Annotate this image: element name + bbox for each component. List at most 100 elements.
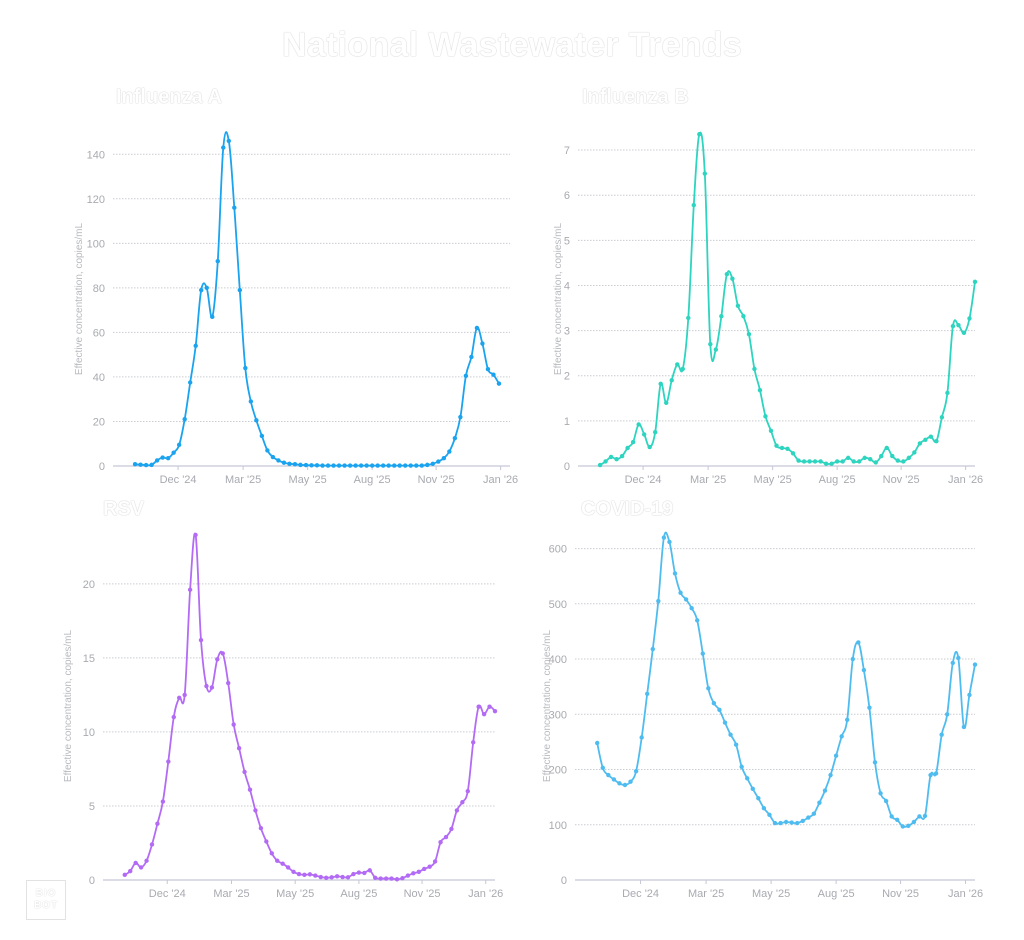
- data-point[interactable]: [789, 820, 794, 825]
- data-point[interactable]: [746, 332, 752, 337]
- data-point[interactable]: [336, 463, 342, 468]
- data-point[interactable]: [658, 381, 663, 387]
- data-point[interactable]: [392, 463, 397, 468]
- data-point[interactable]: [700, 651, 705, 656]
- data-point[interactable]: [873, 460, 878, 465]
- data-point[interactable]: [600, 765, 605, 771]
- data-point[interactable]: [237, 287, 243, 293]
- data-point[interactable]: [772, 820, 778, 826]
- data-point[interactable]: [761, 805, 767, 811]
- data-point[interactable]: [739, 764, 744, 769]
- data-point[interactable]: [628, 779, 633, 784]
- data-point[interactable]: [884, 445, 889, 451]
- data-point[interactable]: [226, 680, 231, 686]
- data-point[interactable]: [906, 823, 911, 829]
- data-point[interactable]: [143, 462, 149, 468]
- data-point[interactable]: [264, 839, 269, 844]
- data-point[interactable]: [728, 732, 733, 737]
- data-point[interactable]: [394, 877, 400, 882]
- data-point[interactable]: [636, 422, 641, 427]
- data-point[interactable]: [209, 685, 215, 690]
- data-point[interactable]: [950, 323, 956, 329]
- data-point[interactable]: [595, 740, 600, 746]
- data-point[interactable]: [879, 453, 884, 459]
- data-point[interactable]: [619, 453, 625, 459]
- data-point[interactable]: [187, 587, 193, 592]
- data-point[interactable]: [790, 451, 796, 456]
- data-point[interactable]: [939, 732, 944, 737]
- data-point[interactable]: [133, 860, 138, 866]
- data-point[interactable]: [912, 450, 917, 455]
- data-point[interactable]: [889, 814, 894, 819]
- data-point[interactable]: [474, 325, 480, 331]
- data-point[interactable]: [452, 435, 458, 441]
- data-point[interactable]: [307, 872, 313, 877]
- data-point[interactable]: [717, 707, 722, 713]
- data-point[interactable]: [275, 858, 280, 863]
- data-point[interactable]: [122, 872, 127, 878]
- data-point[interactable]: [922, 813, 928, 819]
- data-point[interactable]: [318, 874, 323, 880]
- data-point[interactable]: [362, 870, 367, 876]
- data-point[interactable]: [487, 704, 492, 709]
- data-point[interactable]: [438, 840, 443, 845]
- data-point[interactable]: [606, 772, 611, 778]
- data-point[interactable]: [768, 428, 774, 433]
- data-point[interactable]: [443, 834, 449, 840]
- data-point[interactable]: [733, 742, 739, 747]
- data-point[interactable]: [269, 851, 274, 856]
- data-point[interactable]: [689, 606, 694, 611]
- data-point[interactable]: [697, 132, 702, 137]
- data-point[interactable]: [661, 535, 667, 540]
- data-point[interactable]: [313, 873, 318, 878]
- data-point[interactable]: [711, 701, 717, 706]
- data-point[interactable]: [639, 735, 644, 740]
- data-point[interactable]: [465, 788, 470, 794]
- data-point[interactable]: [210, 314, 215, 320]
- data-point[interactable]: [187, 380, 193, 385]
- data-point[interactable]: [928, 434, 934, 439]
- data-point[interactable]: [735, 303, 741, 308]
- data-point[interactable]: [691, 202, 696, 208]
- data-point[interactable]: [176, 442, 182, 448]
- data-point[interactable]: [633, 768, 639, 774]
- data-point[interactable]: [664, 400, 669, 406]
- data-point[interactable]: [291, 869, 296, 875]
- data-point[interactable]: [397, 463, 402, 468]
- data-point[interactable]: [491, 372, 496, 377]
- data-point[interactable]: [933, 771, 939, 776]
- data-point[interactable]: [652, 429, 658, 435]
- data-point[interactable]: [367, 868, 372, 873]
- data-point[interactable]: [138, 462, 143, 467]
- data-point[interactable]: [303, 462, 309, 468]
- data-point[interactable]: [358, 463, 364, 468]
- data-point[interactable]: [329, 875, 334, 880]
- data-point[interactable]: [617, 781, 622, 786]
- data-point[interactable]: [722, 720, 728, 725]
- data-point[interactable]: [900, 824, 905, 829]
- data-point[interactable]: [165, 456, 171, 461]
- data-point[interactable]: [928, 772, 933, 778]
- data-point[interactable]: [405, 873, 411, 878]
- data-point[interactable]: [292, 462, 298, 467]
- data-point[interactable]: [961, 724, 967, 730]
- data-point[interactable]: [811, 811, 817, 816]
- data-point[interactable]: [724, 271, 730, 277]
- data-point[interactable]: [719, 313, 724, 319]
- data-point[interactable]: [236, 746, 242, 751]
- data-point[interactable]: [138, 865, 144, 870]
- data-point[interactable]: [481, 711, 487, 717]
- data-point[interactable]: [389, 876, 394, 881]
- data-point[interactable]: [215, 657, 220, 662]
- data-point[interactable]: [868, 457, 873, 462]
- data-point[interactable]: [934, 438, 939, 444]
- data-point[interactable]: [485, 366, 491, 372]
- data-point[interactable]: [144, 858, 149, 863]
- data-point[interactable]: [757, 387, 763, 393]
- data-point[interactable]: [972, 279, 978, 285]
- data-point[interactable]: [779, 445, 785, 451]
- data-point[interactable]: [807, 459, 812, 464]
- data-point[interactable]: [411, 871, 416, 876]
- data-point[interactable]: [248, 399, 254, 404]
- data-point[interactable]: [198, 637, 204, 643]
